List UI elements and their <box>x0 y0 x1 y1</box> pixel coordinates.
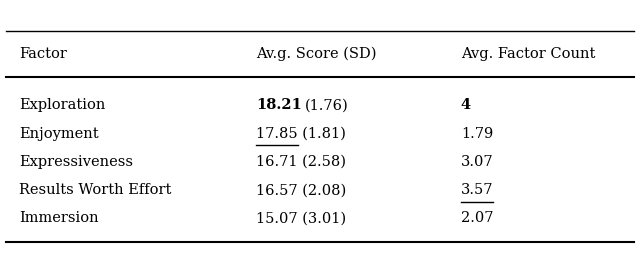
Text: 15.07 (3.01): 15.07 (3.01) <box>256 212 346 225</box>
Text: 2.07: 2.07 <box>461 212 493 225</box>
Text: 3.07: 3.07 <box>461 155 493 169</box>
Text: Enjoyment: Enjoyment <box>19 127 99 141</box>
Text: 17.85 (1.81): 17.85 (1.81) <box>256 127 346 141</box>
Text: Avg. Factor Count: Avg. Factor Count <box>461 47 595 61</box>
Text: 3.57: 3.57 <box>461 183 493 197</box>
Text: Results Worth Effort: Results Worth Effort <box>19 183 172 197</box>
Text: Immersion: Immersion <box>19 212 99 225</box>
Text: 4: 4 <box>461 98 471 112</box>
Text: 1.79: 1.79 <box>461 127 493 141</box>
Text: Av.g. Score (SD): Av.g. Score (SD) <box>256 47 376 61</box>
Text: Factor: Factor <box>19 47 67 61</box>
Text: 16.57 (2.08): 16.57 (2.08) <box>256 183 346 197</box>
Text: 18.21: 18.21 <box>256 98 302 112</box>
Text: Expressiveness: Expressiveness <box>19 155 133 169</box>
Text: 16.71 (2.58): 16.71 (2.58) <box>256 155 346 169</box>
Text: (1.76): (1.76) <box>305 98 349 112</box>
Text: Exploration: Exploration <box>19 98 106 112</box>
